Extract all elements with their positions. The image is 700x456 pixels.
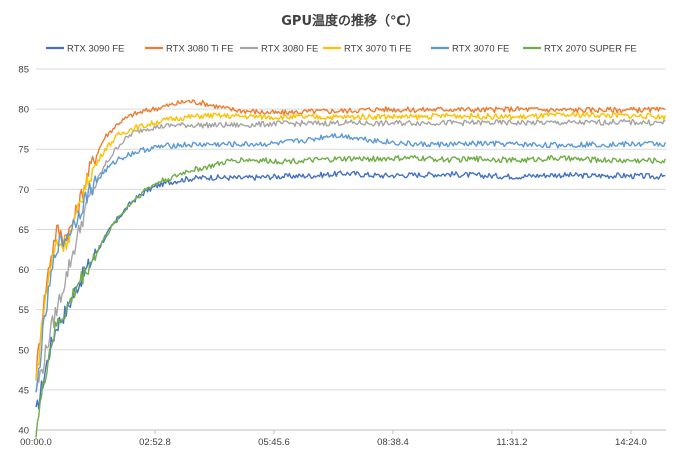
series-line (35, 111, 666, 381)
y-tick-label: 55 (18, 305, 29, 316)
y-tick-label: 45 (18, 385, 29, 396)
y-tick-label: 50 (18, 345, 29, 356)
series-line (35, 118, 666, 393)
chart-title: GPU温度の推移（℃） (281, 13, 419, 29)
x-tick-label: 00:00.0 (20, 437, 52, 448)
y-tick-label: 75 (18, 145, 29, 156)
legend-label: RTX 3070 Ti FE (344, 44, 411, 55)
legend: RTX 3090 FE RTX 3080 Ti FE RTX 3080 FE RTX … (46, 44, 637, 55)
series-line (35, 133, 666, 393)
series-line (35, 154, 666, 438)
x-tick-label: 14:24.0 (615, 437, 647, 448)
x-tick-label: 05:45.6 (258, 437, 290, 448)
x-tick-label: 11:31.2 (496, 437, 527, 448)
y-tick-label: 70 (18, 185, 29, 196)
y-axis: 40 45 50 55 60 65 70 75 80 85 (18, 65, 29, 437)
y-tick-label: 40 (18, 426, 29, 437)
legend-label: RTX 3080 Ti FE (166, 44, 233, 55)
y-tick-label: 85 (18, 65, 29, 76)
legend-label: RTX 3080 FE (261, 44, 318, 55)
legend-label: RTX 3070 FE (452, 44, 509, 55)
legend-label: RTX 2070 SUPER FE (544, 44, 637, 55)
plot-series (35, 99, 666, 438)
y-tick-label: 60 (18, 265, 29, 276)
x-tick-label: 02:52.8 (139, 437, 171, 448)
y-tick-label: 65 (18, 225, 29, 236)
x-tick-label: 08:38.4 (377, 437, 409, 448)
legend-label: RTX 3090 FE (67, 44, 124, 55)
x-axis: 00:00.0 02:52.8 05:45.6 08:38.4 11:31.2 14:24… (20, 430, 647, 448)
y-tick-label: 80 (18, 105, 29, 116)
series-line (35, 99, 666, 381)
